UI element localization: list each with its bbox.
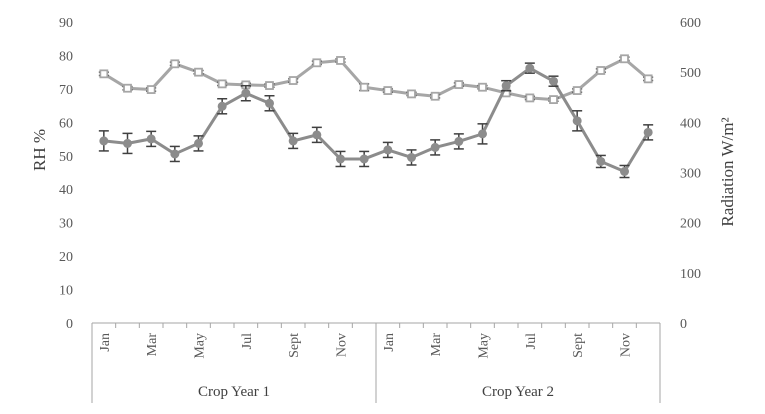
data-point <box>643 127 653 137</box>
data-point <box>454 136 464 146</box>
x-tick-label: May <box>477 333 492 359</box>
data-point <box>478 129 487 139</box>
data-point <box>383 86 393 95</box>
axes: 0 10 20 30 40 50 60 70 80 90 0 100 200 300 400 500 600 Ja… <box>59 16 701 403</box>
y-tick-label: 30 <box>59 217 73 232</box>
y2-tick-label: 400 <box>680 116 701 131</box>
data-point <box>265 98 274 108</box>
data-point <box>123 138 132 148</box>
x-tick-label: Jul <box>524 333 539 349</box>
data-point <box>383 145 393 155</box>
data-point <box>194 67 203 77</box>
y2-axis-title: Radiation W/m² <box>718 117 737 226</box>
data-point <box>501 81 511 91</box>
data-point <box>596 66 606 75</box>
data-point <box>572 116 582 126</box>
series-2 <box>98 62 654 179</box>
y2-tick-label: 600 <box>680 16 701 31</box>
x-tick-label: Jan <box>98 333 113 352</box>
data-point <box>620 166 629 176</box>
y-tick-label: 0 <box>66 317 73 332</box>
data-point <box>478 82 487 92</box>
data-point <box>217 79 227 89</box>
data-point <box>312 130 322 140</box>
plot-area <box>98 54 654 179</box>
data-point <box>170 59 180 69</box>
y2-tick-label: 100 <box>680 267 701 282</box>
x-tick-label: Sept <box>571 333 586 358</box>
y-tick-label: 80 <box>59 49 73 64</box>
y2-tick-label: 0 <box>680 317 687 332</box>
x-tick-label: Mar <box>429 333 444 357</box>
data-point <box>407 89 416 99</box>
y-tick-label: 50 <box>59 150 73 165</box>
data-point <box>454 80 464 89</box>
data-point <box>430 91 440 101</box>
x-tick-label: Nov <box>619 333 634 357</box>
data-point <box>99 136 109 146</box>
data-point <box>572 86 582 95</box>
series-line <box>103 66 650 173</box>
data-point <box>99 69 109 79</box>
data-point <box>288 76 298 85</box>
y-tick-label: 70 <box>59 83 73 98</box>
group-label: Crop Year 1 <box>198 384 270 400</box>
series-line <box>103 57 650 102</box>
y-tick-label: 60 <box>59 116 73 131</box>
data-point <box>407 152 416 162</box>
x-tick-label: Sept <box>287 333 302 358</box>
x-tick-label: Jan <box>382 333 397 352</box>
data-point <box>620 54 629 64</box>
data-point <box>430 142 440 152</box>
data-point <box>525 93 535 103</box>
data-point <box>525 63 535 73</box>
data-point <box>336 56 345 65</box>
y-axis-title: RH % <box>30 129 49 171</box>
data-point <box>359 82 369 92</box>
data-point <box>549 95 558 104</box>
y-tick-label: 90 <box>59 16 73 31</box>
x-tick-label: Mar <box>145 333 160 357</box>
y-tick-label: 20 <box>59 250 73 265</box>
data-point <box>288 136 298 146</box>
data-point <box>170 149 180 159</box>
axis-labels: RH % Radiation W/m² <box>30 117 737 226</box>
data-point <box>265 81 274 90</box>
data-point <box>643 74 653 84</box>
group-label: Crop Year 2 <box>482 384 554 400</box>
y2-tick-label: 200 <box>680 217 701 232</box>
data-point <box>123 83 132 93</box>
y-tick-label: 40 <box>59 183 73 198</box>
data-point <box>549 76 558 86</box>
y2-tick-label: 300 <box>680 167 701 182</box>
data-point <box>194 138 203 148</box>
x-tick-label: May <box>193 333 208 359</box>
x-tick-label: Nov <box>335 333 350 357</box>
data-point <box>146 85 156 94</box>
data-point <box>217 101 227 111</box>
data-point <box>359 154 369 164</box>
series-1 <box>98 54 654 104</box>
data-point <box>596 156 606 166</box>
data-point <box>146 134 156 144</box>
data-point <box>312 58 322 68</box>
data-point <box>336 154 345 164</box>
y-tick-label: 10 <box>59 284 73 299</box>
x-tick-label: Jul <box>240 333 255 349</box>
data-point <box>241 88 251 98</box>
y2-tick-label: 500 <box>680 66 701 81</box>
